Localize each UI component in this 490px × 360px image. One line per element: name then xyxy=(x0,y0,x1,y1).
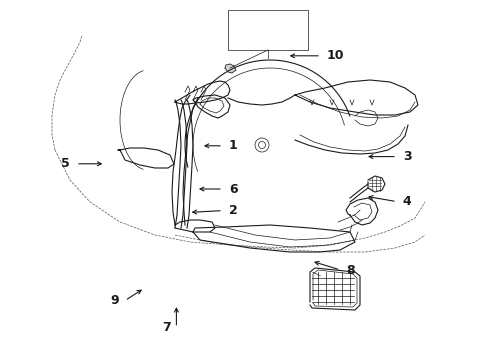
Text: 5: 5 xyxy=(61,157,70,170)
Text: 3: 3 xyxy=(403,150,412,163)
Text: 2: 2 xyxy=(229,204,238,217)
Text: 10: 10 xyxy=(327,49,344,62)
Bar xyxy=(228,10,308,50)
Text: 4: 4 xyxy=(403,195,412,208)
Text: 6: 6 xyxy=(229,183,238,195)
Text: 8: 8 xyxy=(346,264,355,276)
Text: 7: 7 xyxy=(162,321,171,334)
Polygon shape xyxy=(225,64,236,73)
Text: 9: 9 xyxy=(110,294,119,307)
Text: 1: 1 xyxy=(229,139,238,152)
